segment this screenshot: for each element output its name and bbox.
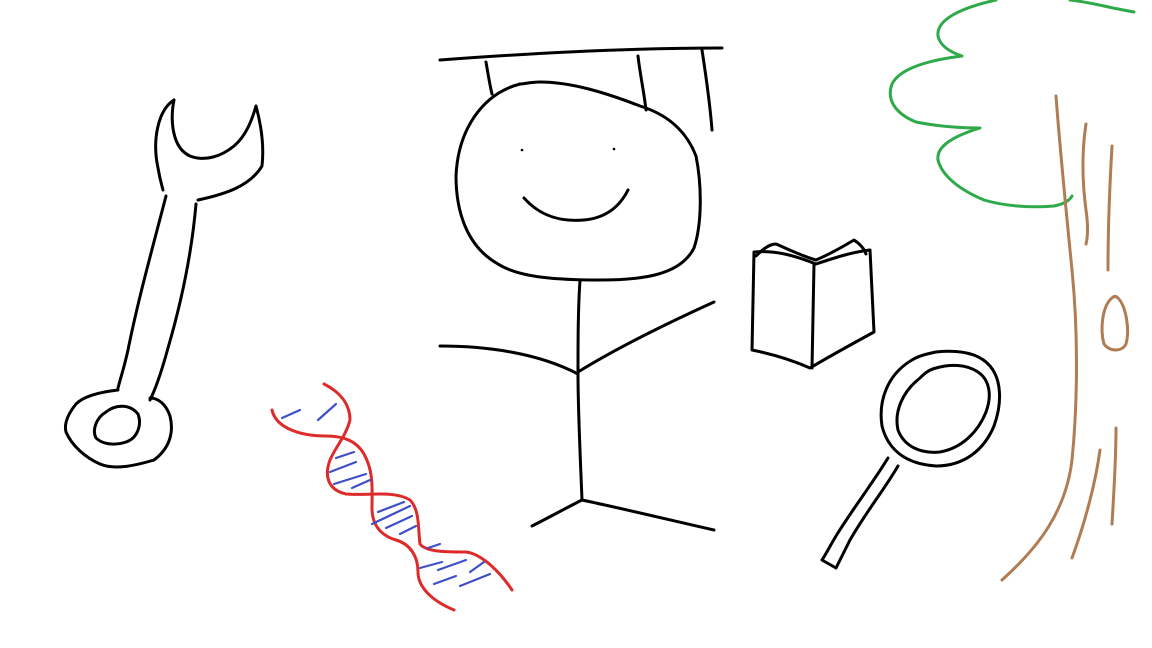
magnifying-glass-icon (820, 349, 1002, 570)
dna-rung (332, 472, 368, 486)
tree-knot (1100, 295, 1130, 352)
tree-trunk-right-bottom (1110, 426, 1118, 526)
wrench-head-left (154, 98, 176, 192)
wrench-handle-right (148, 202, 198, 402)
dna-strand-a (270, 408, 456, 612)
dna-icon (270, 382, 514, 612)
person-eye-left (520, 148, 524, 152)
tree-icon (888, 0, 1136, 582)
cap-left-tassel (484, 60, 494, 96)
dna-rungs (280, 402, 492, 588)
person-arm-left (438, 344, 580, 376)
book-icon (750, 238, 876, 370)
person-leg-right (580, 498, 716, 532)
wrench-icon (64, 98, 265, 469)
magnifier-rim-inner (895, 363, 991, 454)
dna-rung (426, 542, 442, 550)
wrench-ring-outer (64, 388, 173, 469)
tree-trunk-left (1000, 94, 1078, 582)
dna-rung (334, 450, 356, 460)
graduation-cap-icon (438, 46, 724, 132)
person-eye-right (612, 147, 616, 151)
magnifier-rim-outer (879, 349, 1002, 468)
tree-trunk-right (1106, 144, 1114, 272)
dna-rung (458, 572, 492, 588)
person-neck-body (576, 278, 584, 502)
book-top-edge (754, 238, 868, 262)
person-smile (522, 188, 630, 222)
dna-strand-b (322, 382, 514, 592)
book-outline (750, 248, 876, 370)
magnifier-handle (820, 456, 900, 570)
tree-canopy (888, 0, 1136, 209)
wrench-head-right (196, 104, 265, 202)
dna-rung (370, 504, 412, 526)
dna-rung (418, 560, 444, 570)
wrench-handle-left (116, 194, 168, 390)
tree-trunk-right-top (1081, 122, 1089, 246)
person-leg-left (530, 498, 584, 528)
dna-rung (384, 514, 414, 530)
dna-rung (280, 408, 302, 420)
wrench-ring-inner (92, 404, 141, 446)
dna-rung (432, 574, 458, 586)
person-arm-right (576, 300, 716, 374)
cap-board (438, 46, 724, 62)
dna-rung (328, 460, 358, 474)
dna-rung (468, 560, 486, 574)
dna-rung (436, 558, 468, 572)
book-spine (810, 262, 816, 370)
cap-right-tassel (700, 48, 714, 132)
person-icon (438, 80, 716, 532)
dna-rung (398, 524, 418, 536)
tree-bark-line (1070, 448, 1102, 560)
dna-rung (316, 402, 338, 422)
dna-rung (376, 500, 406, 514)
person-head (454, 80, 702, 282)
dna-rung (350, 478, 372, 490)
wrench-head-jaw (170, 98, 258, 160)
cap-center-line (636, 54, 648, 112)
